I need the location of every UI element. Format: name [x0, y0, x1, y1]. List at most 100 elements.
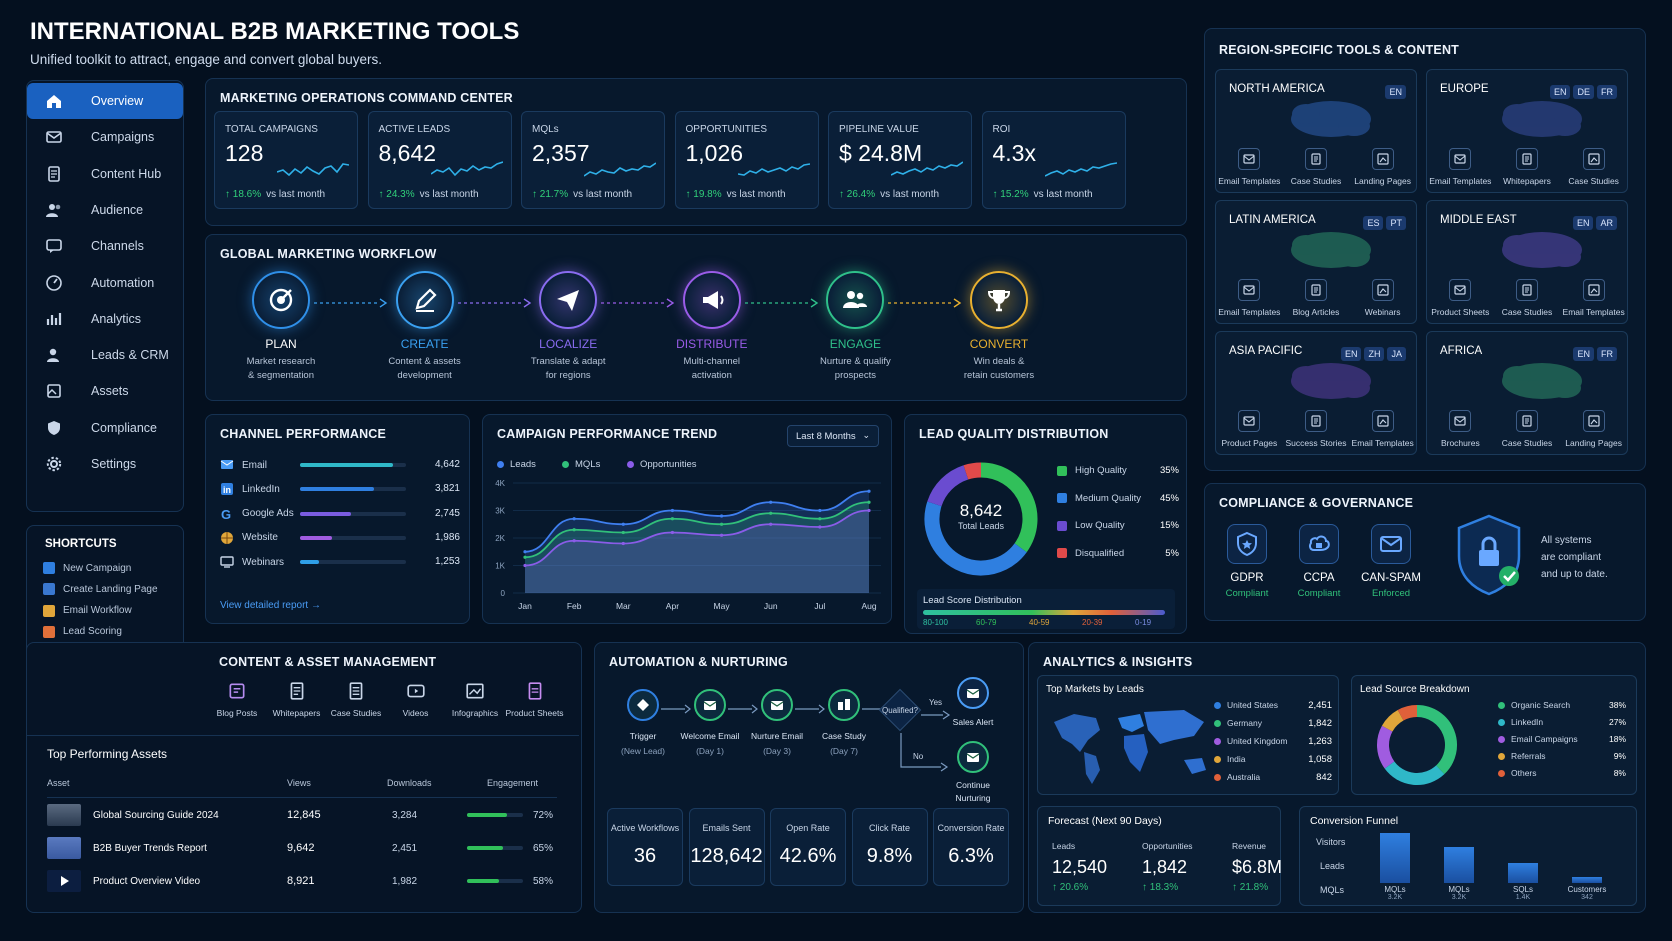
region-resource[interactable]: Product Sheets	[1427, 279, 1493, 317]
sidebar-item-automation[interactable]: Automation	[27, 265, 183, 301]
workflow-step-distribute[interactable]: DISTRIBUTE Multi-channel activation	[647, 271, 777, 383]
channel-row-webinars[interactable]: Webinars 1,253	[220, 554, 460, 570]
market-value: 1,058	[1308, 753, 1332, 765]
sidebar-item-leads-crm[interactable]: Leads & CRM	[27, 337, 183, 373]
sidebar-item-content-hub[interactable]: Content Hub	[27, 156, 183, 192]
shortcut-create-landing-page[interactable]: Create Landing Page	[43, 583, 158, 596]
region-resource[interactable]: Whitepapers	[1494, 148, 1560, 186]
compliance-item-gdpr[interactable]: GDPR Compliant	[1213, 524, 1281, 599]
sidebar-item-settings[interactable]: Settings	[27, 446, 183, 482]
automation-title: AUTOMATION & NURTURING	[609, 655, 788, 669]
automation-node-nurture-email[interactable]: Nurture Email (Day 3)	[747, 689, 807, 756]
sidebar-item-compliance[interactable]: Compliance	[27, 410, 183, 446]
region-resource[interactable]: Case Studies	[1561, 148, 1627, 186]
workflow-step-localize[interactable]: LOCALIZE Translate & adapt for regions	[503, 271, 633, 383]
region-resource[interactable]: Blog Articles	[1283, 279, 1349, 317]
region-resource[interactable]: Email Templates	[1561, 279, 1627, 317]
automation-metric-conversion-rate[interactable]: Conversion Rate 6.3%	[933, 808, 1009, 886]
image-icon	[1582, 410, 1605, 432]
region-resource[interactable]: Landing Pages	[1561, 410, 1627, 448]
automation-metric-click-rate[interactable]: Click Rate 9.8%	[851, 808, 928, 886]
sidebar-item-analytics[interactable]: Analytics	[27, 301, 183, 337]
sidebar-item-label: Leads & CRM	[91, 348, 169, 363]
shortcut-lead-scoring[interactable]: Lead Scoring	[43, 625, 122, 638]
channel-row-email[interactable]: Email 4,642	[220, 457, 460, 473]
channel-row-google-ads[interactable]: G Google Ads 2,745	[220, 506, 460, 522]
engagement-value: 58%	[533, 875, 554, 887]
legend-dot	[1498, 735, 1505, 743]
asset-row[interactable]: B2B Buyer Trends Report 9,642 2,451 65%	[47, 834, 553, 862]
region-resource[interactable]: Case Studies	[1283, 148, 1349, 186]
node-label: Continue Nurturing	[955, 780, 991, 803]
automation-metric-open-rate[interactable]: Open Rate 42.6%	[770, 808, 846, 886]
shortcut-label: Create Landing Page	[63, 583, 158, 595]
kpi-change: ↑ 18.6% vs last month	[225, 189, 325, 200]
sidebar-item-audience[interactable]: Audience	[27, 192, 183, 228]
funnel-bar-label: Customers	[1567, 885, 1607, 894]
forecast-value: 1,842	[1142, 857, 1188, 877]
kpi-card-total-campaigns[interactable]: TOTAL CAMPAIGNS 128 ↑ 18.6% vs last month	[214, 111, 358, 209]
region-resource[interactable]: Product Pages	[1216, 410, 1282, 448]
x-tick-label: Jul	[814, 601, 825, 611]
shortcut-email-workflow[interactable]: Email Workflow	[43, 604, 132, 617]
kpi-card-roi[interactable]: ROI 4.3x ↑ 15.2% vs last month	[981, 111, 1126, 209]
automation-node-case-study[interactable]: Case Study (Day 7)	[814, 689, 874, 756]
region-card-asia-pacific[interactable]: ASIA PACIFIC EN ZH JA Product Pages Success S…	[1215, 331, 1417, 455]
region-resource[interactable]: Email Templates	[1350, 410, 1416, 448]
continue-nurturing-node[interactable]: Continue Nurturing	[945, 741, 1001, 805]
workflow-step-convert[interactable]: CONVERT Win deals & retain customers	[934, 271, 1064, 383]
compliance-item-can-spam[interactable]: CAN-SPAM Enforced	[1357, 524, 1425, 599]
workflow-step-plan[interactable]: PLAN Market research & segmentation	[216, 271, 346, 383]
region-resource[interactable]: Webinars	[1350, 279, 1416, 317]
view-report-link[interactable]: View detailed report →	[220, 600, 321, 611]
kpi-card-mqls[interactable]: MQLs 2,357 ↑ 21.7% vs last month	[521, 111, 665, 209]
sidebar-item-campaigns[interactable]: Campaigns	[27, 119, 183, 155]
channel-row-website[interactable]: Website 1,986	[220, 530, 460, 546]
metric-value: 128,642	[690, 845, 763, 867]
channel-row-linkedin[interactable]: in LinkedIn 3,821	[220, 481, 460, 497]
region-card-middle-east[interactable]: MIDDLE EAST EN AR Product Sheets Case Studie…	[1426, 200, 1628, 324]
automation-metric-emails-sent[interactable]: Emails Sent 128,642	[688, 808, 765, 886]
metric-value: 9.8%	[866, 845, 913, 867]
content-type-case-studies[interactable]: Case Studies	[326, 681, 386, 718]
y-tick-label: 3K	[495, 507, 505, 516]
asset-row[interactable]: Global Sourcing Guide 2024 12,845 3,284 72%	[47, 801, 553, 829]
content-type-product-sheets[interactable]: Product Sheets	[505, 681, 565, 718]
automation-metric-active-workflows[interactable]: Active Workflows 36	[607, 808, 683, 886]
region-resource[interactable]: Case Studies	[1494, 410, 1560, 448]
content-type-blog-posts[interactable]: Blog Posts	[207, 681, 267, 718]
region-card-europe[interactable]: EUROPE EN DE FR Email Templates Whitepapers Ca…	[1426, 69, 1628, 193]
asset-row[interactable]: Product Overview Video 8,921 1,982 58%	[47, 867, 553, 895]
shortcut-new-campaign[interactable]: New Campaign	[43, 562, 131, 574]
kpi-card-active-leads[interactable]: ACTIVE LEADS 8,642 ↑ 24.3% vs last month	[367, 111, 512, 209]
content-type-videos[interactable]: Videos	[386, 681, 446, 718]
region-resource[interactable]: Email Templates	[1427, 148, 1493, 186]
channel-bar	[300, 487, 375, 492]
region-card-north-america[interactable]: NORTH AMERICA EN Email Templates Case Studi…	[1215, 69, 1417, 193]
region-resource[interactable]: Case Studies	[1494, 279, 1560, 317]
region-resource[interactable]: Email Templates	[1216, 279, 1282, 317]
region-resource[interactable]: Success Stories	[1283, 410, 1349, 448]
sidebar-item-assets[interactable]: Assets	[27, 373, 183, 409]
workflow-step-engage[interactable]: ENGAGE Nurture & qualify prospects	[790, 271, 920, 383]
kpi-card-opportunities[interactable]: OPPORTUNITIES 1,026 ↑ 19.8% vs last month	[674, 111, 819, 209]
node-sublabel: (Day 3)	[763, 746, 791, 756]
region-card-latin-america[interactable]: LATIN AMERICA ES PT Email Templates Blog Art…	[1215, 200, 1417, 324]
content-type-infographics[interactable]: Infographics	[445, 681, 505, 718]
region-resource[interactable]: Email Templates	[1216, 148, 1282, 186]
region-resource[interactable]: Landing Pages	[1350, 148, 1416, 186]
content-type-whitepapers[interactable]: Whitepapers	[267, 681, 327, 718]
region-card-africa[interactable]: AFRICA EN FR Brochures Case Studies Landing P…	[1426, 331, 1628, 455]
automation-node-trigger[interactable]: Trigger (New Lead)	[613, 689, 673, 756]
workflow-step-create[interactable]: CREATE Content & assets development	[360, 271, 490, 383]
legend-dot	[627, 461, 634, 468]
compliance-item-ccpa[interactable]: CCPA Compliant	[1285, 524, 1353, 599]
period-select[interactable]: Last 8 Months ⌄	[787, 425, 879, 447]
sidebar-item-channels[interactable]: Channels	[27, 228, 183, 264]
region-resource[interactable]: Brochures	[1427, 410, 1493, 448]
sidebar-item-overview[interactable]: Overview	[27, 83, 183, 119]
kpi-card-pipeline-value[interactable]: PIPELINE VALUE $ 24.8M ↑ 26.4% vs last mont…	[828, 111, 972, 209]
automation-node-welcome-email[interactable]: Welcome Email (Day 1)	[680, 689, 740, 756]
sales-alert-node[interactable]: Sales Alert	[945, 677, 1001, 727]
region-items: Brochures Case Studies Landing Pages	[1427, 410, 1627, 448]
